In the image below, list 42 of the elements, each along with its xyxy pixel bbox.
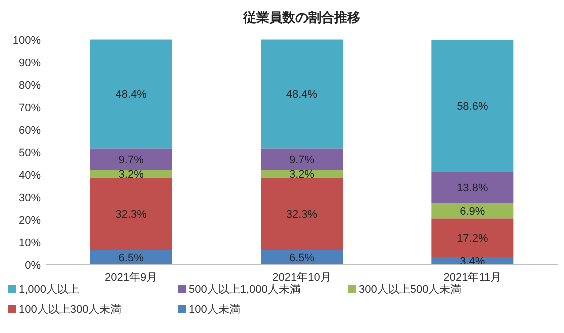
y-tick-label: 20% — [18, 215, 42, 227]
data-label: 58.6% — [457, 101, 488, 114]
chart-title: 従業員数の割合推移 — [242, 10, 360, 25]
x-tick-label: 2021年10月 — [272, 272, 332, 284]
data-label: 13.8% — [457, 182, 488, 195]
x-tick-label: 2021年9月 — [105, 272, 158, 284]
bar — [261, 178, 343, 250]
y-tick-label: 100% — [12, 35, 42, 47]
bar — [90, 178, 172, 250]
data-label: 48.4% — [116, 89, 148, 102]
x-tick-label: 2021年11月 — [444, 272, 502, 284]
data-label: 48.4% — [286, 89, 318, 102]
bar — [261, 40, 343, 149]
data-label: 9.7% — [118, 154, 144, 167]
y-tick-label: 60% — [18, 125, 42, 137]
legend-label: 300人以上500人未満 — [359, 283, 462, 296]
bar — [261, 148, 343, 170]
bar — [432, 218, 514, 258]
data-label: 6.9% — [460, 206, 486, 218]
data-label: 32.3% — [286, 209, 318, 222]
legend-label: 500人以上1,000人未満 — [189, 283, 301, 296]
legend-label: 100人未満 — [189, 303, 240, 316]
bar — [90, 148, 172, 170]
y-tick-label: 90% — [18, 58, 42, 70]
y-tick-label: 80% — [18, 80, 42, 92]
bar — [432, 203, 514, 219]
data-label: 17.2% — [457, 233, 488, 245]
y-tick-label: 10% — [18, 238, 42, 250]
data-label: 6.5% — [118, 252, 144, 265]
legend-label: 100人以上300人未満 — [19, 303, 122, 316]
legend-label: 1,000人以上 — [19, 283, 80, 296]
bar — [90, 40, 172, 149]
data-label: 9.7% — [289, 154, 315, 167]
data-label: 32.3% — [116, 209, 148, 222]
y-tick-label: 50% — [18, 148, 42, 160]
y-tick-label: 0% — [25, 260, 42, 272]
bar — [432, 172, 514, 204]
bar — [432, 40, 514, 172]
y-tick-label: 70% — [18, 102, 42, 114]
y-tick-label: 30% — [18, 192, 42, 204]
data-label: 6.5% — [289, 252, 315, 265]
y-tick-label: 40% — [18, 170, 42, 182]
